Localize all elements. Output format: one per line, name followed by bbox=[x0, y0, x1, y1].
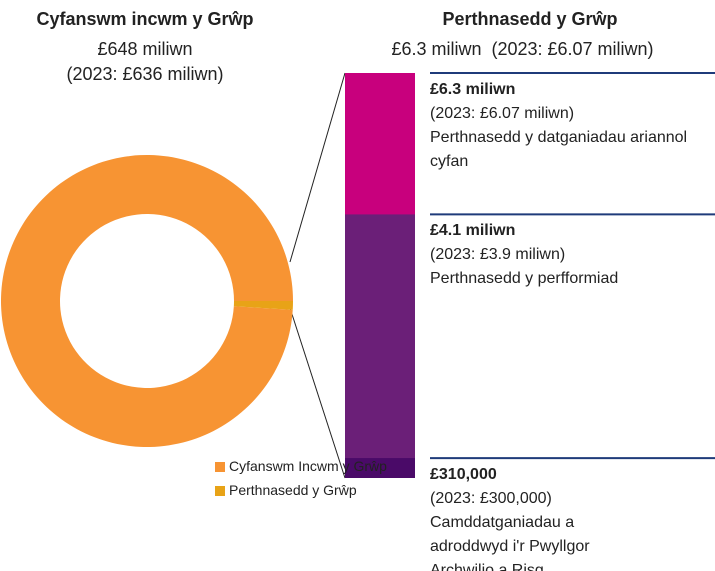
pie-slice bbox=[233, 301, 293, 310]
legend-swatch bbox=[215, 462, 225, 472]
value-label: £310,000 bbox=[430, 466, 497, 484]
previous-year-label: (2023: £6.07 miliwn) bbox=[430, 105, 575, 122]
connector-line bbox=[289, 72, 346, 263]
connector-line bbox=[289, 307, 346, 479]
previous-year-label: (2023: £300,000) bbox=[430, 490, 552, 508]
previous-year-label: (2023: £3.9 miliwn) bbox=[430, 246, 566, 264]
segment-label: £310,000 (2023: £300,000) Camddatganiadau … bbox=[430, 463, 630, 571]
right-title: Perthnasedd y Grŵp bbox=[442, 9, 618, 29]
bar-segment bbox=[345, 458, 415, 478]
right-subtitle: £6.3 miliwn (2023: £6.07 miliwn) bbox=[391, 39, 654, 59]
legend-swatch bbox=[215, 486, 225, 496]
segment-label: £4.1 miliwn (2023: £3.9 miliwn) Perthnased… bbox=[430, 219, 690, 291]
value-label: £6.3 miliwn bbox=[430, 81, 516, 98]
left-subtitle: (2023: £636 miliwn) bbox=[66, 64, 224, 84]
legend-label: Perthnasedd y Grŵp bbox=[229, 482, 357, 498]
left-subtitle: £648 miliwn bbox=[97, 39, 193, 59]
legend-label: Cyfanswm Incwm y Grŵp bbox=[229, 458, 387, 474]
pie-slice bbox=[1, 155, 294, 448]
segment-description: Perthnasedd y perfformiad bbox=[430, 270, 619, 288]
left-title: Cyfanswm incwm y Grŵp bbox=[36, 9, 254, 29]
segment-description: Perthnasedd y datganiadau ariannol cyfan bbox=[430, 129, 688, 170]
segment-label: £6.3 miliwn (2023: £6.07 miliwn) Perthnase… bbox=[430, 78, 690, 174]
segment-description: Camddatganiadau a adroddwyd i'r Pwyllgor… bbox=[430, 514, 590, 571]
bar-segment bbox=[345, 214, 415, 478]
value-label: £4.1 miliwn bbox=[430, 222, 516, 240]
